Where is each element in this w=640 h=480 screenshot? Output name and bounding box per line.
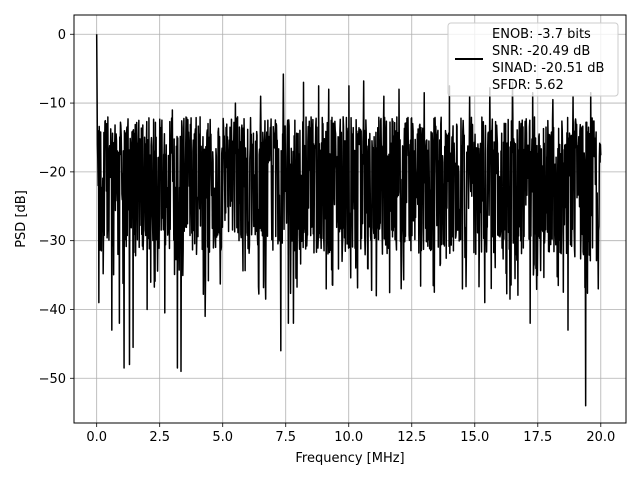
legend: ENOB: -3.7 bits SNR: -20.49 dB SINAD: -2… (447, 22, 619, 97)
plot-frame (73, 14, 627, 424)
x-tick-label: 12.5 (397, 430, 426, 445)
y-tick-label: −50 (39, 372, 66, 387)
y-tick-label: −30 (39, 234, 66, 249)
y-axis-label: PSD [dB] (14, 190, 29, 248)
y-tick-label: −10 (39, 97, 66, 112)
x-tick-label: 17.5 (523, 430, 552, 445)
x-tick-label: 7.5 (275, 430, 296, 445)
x-tick-label: 5.0 (212, 430, 233, 445)
x-tick-label: 0.0 (86, 430, 107, 445)
legend-sfdr: SFDR: 5.62 (492, 78, 564, 93)
x-axis-label: Frequency [MHz] (295, 451, 404, 466)
ticks: 0.0 2.5 5.0 7.5 10.0 12.5 15.0 17.5 20.0 0 −10 −20 −… (39, 28, 616, 445)
psd-series-line (95, 34, 602, 407)
legend-enob: ENOB: -3.7 bits (492, 27, 591, 42)
x-tick-label: 2.5 (149, 430, 170, 445)
y-tick-label: −40 (39, 303, 66, 318)
y-tick-label: 0 (58, 28, 66, 43)
x-tick-label: 20.0 (586, 430, 615, 445)
legend-snr: SNR: -20.49 dB (492, 44, 590, 59)
legend-box (447, 22, 619, 97)
y-tick-label: −20 (39, 165, 66, 180)
x-tick-label: 15.0 (460, 430, 489, 445)
x-tick-label: 10.0 (334, 430, 363, 445)
legend-sinad: SINAD: -20.51 dB (492, 61, 604, 76)
data-layer (95, 34, 602, 407)
